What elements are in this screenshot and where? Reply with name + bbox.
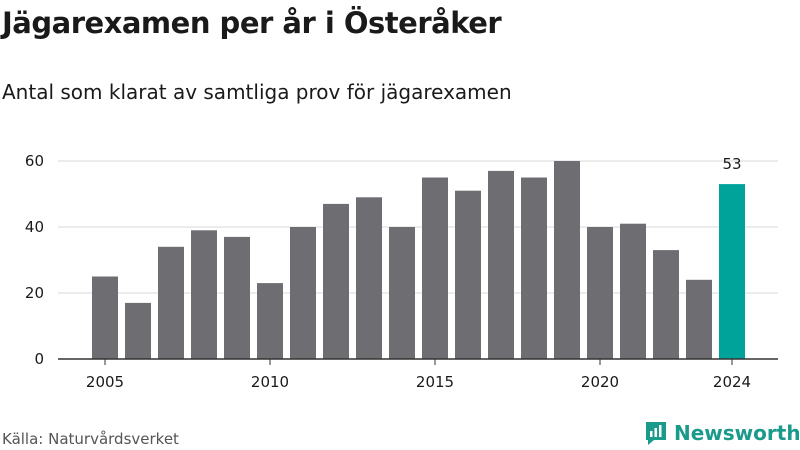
x-tick-label: 2010 — [251, 373, 289, 391]
bar — [224, 236, 250, 359]
newsworthy-icon — [646, 422, 666, 445]
bar — [719, 184, 745, 359]
y-tick-label: 60 — [25, 152, 44, 170]
chart-title: Jägarexamen per år i Österåker — [2, 6, 502, 40]
y-tick-label: 20 — [25, 284, 44, 302]
bar — [323, 203, 349, 359]
bar — [257, 283, 283, 359]
y-tick-label: 40 — [25, 218, 44, 236]
bar — [158, 246, 184, 359]
bar — [125, 302, 151, 359]
x-tick-label: 2015 — [416, 373, 454, 391]
bar — [191, 230, 217, 359]
x-tick-label: 2005 — [86, 373, 124, 391]
bar — [455, 190, 481, 359]
x-tick-label: 2024 — [713, 373, 751, 391]
y-tick-label: 0 — [34, 350, 44, 368]
bar — [554, 161, 580, 359]
bar — [620, 223, 646, 359]
brand-name: Newsworthy — [674, 421, 800, 445]
bar — [587, 227, 613, 359]
bar — [389, 227, 415, 359]
brand-logo: Newsworthy — [644, 420, 800, 446]
bar — [290, 227, 316, 359]
bar — [356, 197, 382, 359]
bar-chart: 0 20 40 60 2005 2010 2015 2020 2024 53 — [25, 152, 778, 391]
source-note: Källa: Naturvårdsverket — [2, 430, 179, 448]
bar — [653, 250, 679, 359]
bar — [92, 276, 118, 359]
chart-subtitle: Antal som klarat av samtliga prov för jä… — [2, 80, 512, 104]
data-label: 53 — [722, 155, 741, 173]
bar — [521, 177, 547, 359]
x-tick-label: 2020 — [581, 373, 619, 391]
bar — [422, 177, 448, 359]
bar — [488, 170, 514, 359]
bar — [686, 279, 712, 359]
